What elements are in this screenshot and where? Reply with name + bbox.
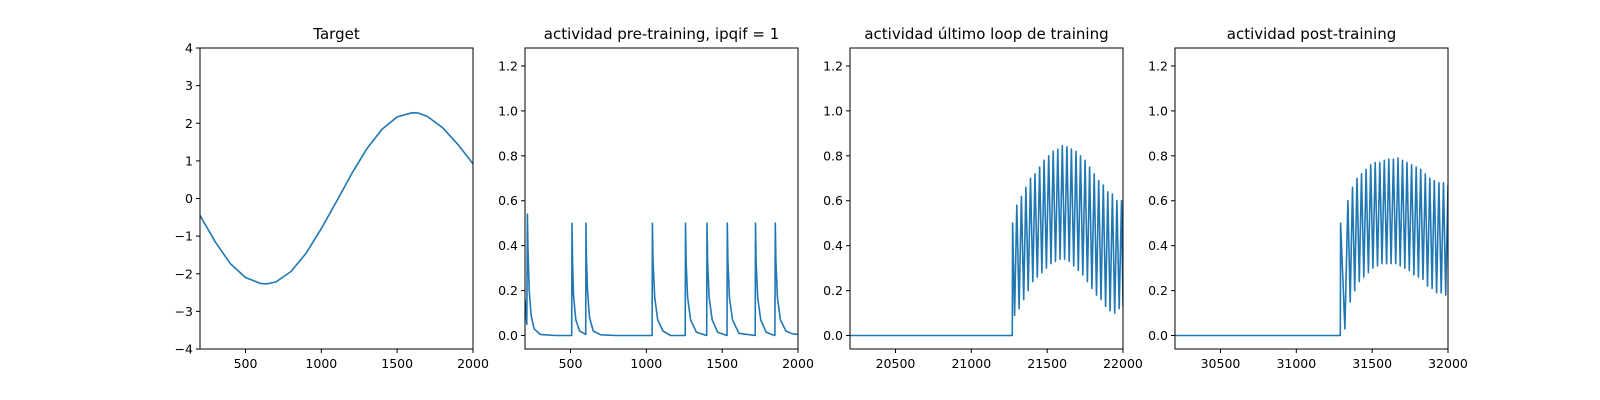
x-tick-label: 1500 xyxy=(706,356,738,371)
subplot-target-title: Target xyxy=(312,25,360,43)
y-tick-label: 0.4 xyxy=(498,238,518,253)
subplot-target: Target 500 1000 1500 2000 −4 −3 −2 −1 0 1 2 3 4 xyxy=(175,25,489,371)
series-line xyxy=(200,111,473,285)
y-tick-label: 0.2 xyxy=(1148,283,1168,298)
subplot-post-training: actividad post-training 30500 31000 31500 3… xyxy=(1148,25,1468,371)
axes-frame xyxy=(1174,47,1449,350)
x-tick-label: 1000 xyxy=(305,356,337,371)
y-tick-label: 0.0 xyxy=(1148,328,1168,343)
x-tick-label: 2000 xyxy=(782,356,814,371)
y-tick-label: 1 xyxy=(185,153,193,168)
y-tick-label: 4 xyxy=(185,41,193,56)
y-tick-label: 0.8 xyxy=(1148,148,1168,163)
axes-frame xyxy=(524,47,799,350)
x-tick-label: 31500 xyxy=(1352,356,1392,371)
subplot-last-loop-training: actividad último loop de training 20500 2… xyxy=(823,25,1143,371)
x-tick-label: 21500 xyxy=(1027,356,1067,371)
y-tick-label: 1.0 xyxy=(498,103,518,118)
y-tick-label: 3 xyxy=(185,78,193,93)
y-tick-label: 0.4 xyxy=(1148,238,1168,253)
subplot-pre-training: actividad pre-training, ipqif = 1 500 100… xyxy=(498,25,814,371)
x-tick-label: 22000 xyxy=(1103,356,1143,371)
x-tick-label: 2000 xyxy=(457,356,489,371)
y-tick-label: −4 xyxy=(175,342,193,357)
x-tick-label: 500 xyxy=(234,356,258,371)
series-line xyxy=(1175,157,1448,337)
x-tick-label: 1000 xyxy=(630,356,662,371)
y-tick-label: 1.2 xyxy=(823,58,843,73)
subplot-last-loop-training-title: actividad último loop de training xyxy=(864,25,1108,43)
y-tick-label: 0.2 xyxy=(823,283,843,298)
subplot-post-training-title: actividad post-training xyxy=(1227,25,1396,43)
x-tick-label: 21000 xyxy=(951,356,991,371)
y-tick-label: 2 xyxy=(185,116,193,131)
y-tick-label: 0.2 xyxy=(498,283,518,298)
y-tick-label: −3 xyxy=(175,304,193,319)
y-tick-label: 0 xyxy=(185,191,193,206)
axes-frame xyxy=(849,47,1124,350)
y-tick-label: 1.0 xyxy=(823,103,843,118)
x-tick-label: 500 xyxy=(559,356,583,371)
y-tick-label: 0.6 xyxy=(498,193,518,208)
y-tick-label: 1.0 xyxy=(1148,103,1168,118)
x-tick-label: 32000 xyxy=(1428,356,1468,371)
y-tick-label: 0.8 xyxy=(823,148,843,163)
x-tick-label: 1500 xyxy=(381,356,413,371)
series-line xyxy=(850,144,1123,337)
y-tick-label: 0.6 xyxy=(823,193,843,208)
series-line xyxy=(525,213,798,337)
subplot-pre-training-title: actividad pre-training, ipqif = 1 xyxy=(544,25,780,43)
y-tick-label: 0.8 xyxy=(498,148,518,163)
x-tick-label: 31000 xyxy=(1276,356,1316,371)
y-tick-label: 1.2 xyxy=(498,58,518,73)
y-tick-label: 0.4 xyxy=(823,238,843,253)
y-tick-label: 0.0 xyxy=(823,328,843,343)
y-tick-label: 0.6 xyxy=(1148,193,1168,208)
y-tick-label: −1 xyxy=(175,229,193,244)
y-tick-label: 0.0 xyxy=(498,328,518,343)
y-tick-label: −2 xyxy=(175,266,193,281)
y-tick-label: 1.2 xyxy=(1148,58,1168,73)
x-tick-label: 30500 xyxy=(1201,356,1241,371)
x-tick-label: 20500 xyxy=(876,356,916,371)
